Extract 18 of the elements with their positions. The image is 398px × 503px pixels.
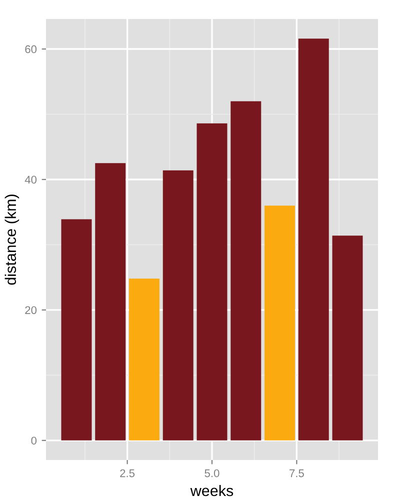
y-tick-label: 60 (25, 45, 37, 54)
y-tick-label: 0 (31, 436, 37, 445)
bar (95, 163, 126, 440)
y-tick-label: 20 (25, 306, 37, 314)
bar (129, 278, 160, 440)
x-tick-label: 2.5 (120, 469, 135, 478)
bar (196, 123, 228, 440)
bar (298, 38, 329, 440)
x-tick-label: 5.0 (204, 469, 220, 478)
bar (230, 101, 262, 440)
y-axis-title: distance (km) (4, 194, 20, 285)
bar (61, 219, 92, 440)
x-tick-label: 7.5 (290, 469, 304, 478)
bar (264, 206, 295, 440)
y-tick-label: 40 (24, 176, 37, 184)
bar (332, 236, 363, 440)
x-axis-title: weeks (190, 484, 234, 496)
bar (162, 170, 194, 440)
